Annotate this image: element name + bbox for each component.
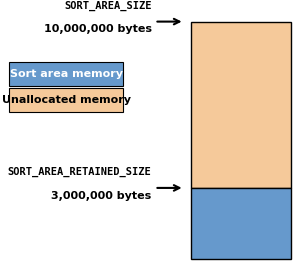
Text: 3,000,000 bytes: 3,000,000 bytes xyxy=(51,191,152,201)
Bar xyxy=(190,188,291,259)
Text: 10,000,000 bytes: 10,000,000 bytes xyxy=(44,24,152,34)
Bar xyxy=(190,22,291,188)
Text: Unallocated memory: Unallocated memory xyxy=(2,95,130,105)
Bar xyxy=(9,62,123,86)
Text: SORT_AREA_RETAINED_SIZE: SORT_AREA_RETAINED_SIZE xyxy=(8,167,152,177)
Text: Sort area memory: Sort area memory xyxy=(10,69,122,79)
Bar xyxy=(9,88,123,112)
Text: SORT_AREA_SIZE: SORT_AREA_SIZE xyxy=(64,1,152,11)
